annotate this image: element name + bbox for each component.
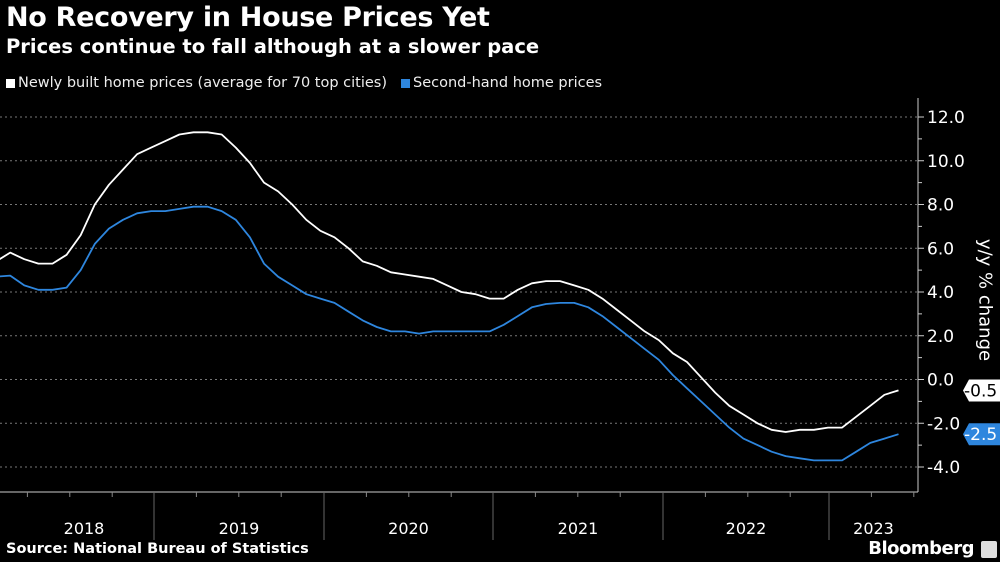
x-tick-label: 2023 <box>853 519 894 538</box>
x-tick-label: 2021 <box>558 519 599 538</box>
chart-title: No Recovery in House Prices Yet <box>6 2 490 33</box>
source-note: Source: National Bureau of Statistics <box>6 541 309 557</box>
y-tick-label: 12.0 <box>927 108 965 128</box>
bloomberg-logo: Bloomberg <box>868 538 974 559</box>
legend-label: Newly built home prices (average for 70 … <box>18 75 388 91</box>
x-tick-label: 2022 <box>726 519 767 538</box>
y-tick-label: 8.0 <box>927 196 954 216</box>
chart-subtitle: Prices continue to fall although at a sl… <box>6 35 540 58</box>
x-tick-label: 2018 <box>64 519 105 538</box>
series-line-new-homes <box>0 131 899 433</box>
legend: Newly built home prices (average for 70 … <box>6 75 602 91</box>
bloomberg-terminal-icon <box>981 541 997 558</box>
y-tick-label: 0.0 <box>927 371 954 391</box>
y-tick-label: 10.0 <box>927 152 965 172</box>
series-line-second-hand <box>0 205 899 462</box>
last-value-tag <box>963 379 1000 402</box>
x-tick-label: 2019 <box>219 519 260 538</box>
y-tick-label: 6.0 <box>927 239 954 259</box>
y-axis-label: y/y % change <box>974 238 996 362</box>
legend-swatch-blue <box>401 78 411 88</box>
last-value-label: -0.5 <box>964 381 997 401</box>
last-value-label: -2.5 <box>964 425 997 445</box>
y-tick-label: -2.0 <box>927 414 960 434</box>
legend-item-second-hand: Second-hand home prices <box>401 75 602 91</box>
legend-item-new-homes: Newly built home prices (average for 70 … <box>6 75 387 91</box>
last-value-tag <box>963 423 1000 446</box>
legend-label: Second-hand home prices <box>413 75 603 91</box>
x-tick-label: 2020 <box>388 519 429 538</box>
y-tick-label: 4.0 <box>927 283 954 303</box>
y-tick-label: 2.0 <box>927 327 954 347</box>
y-tick-label: -4.0 <box>927 458 960 478</box>
legend-swatch-white <box>6 78 15 88</box>
